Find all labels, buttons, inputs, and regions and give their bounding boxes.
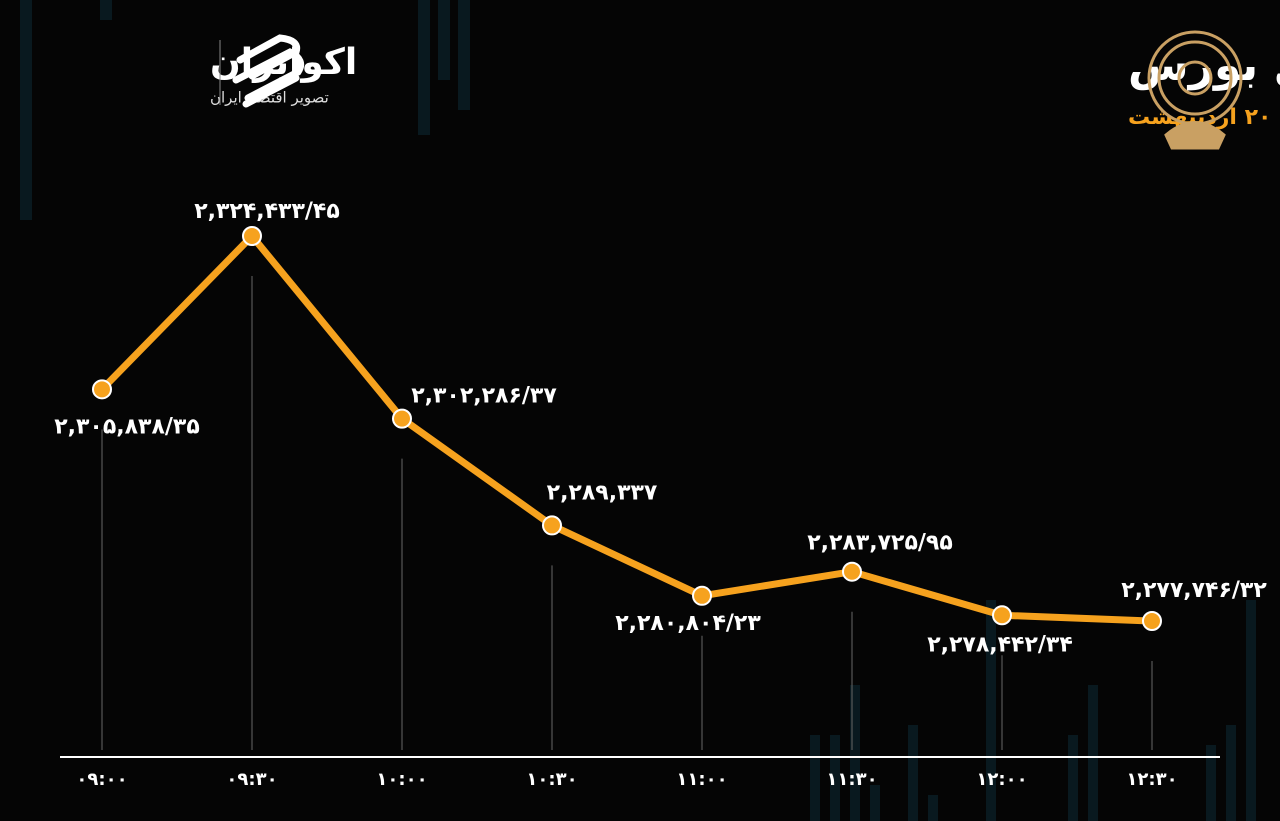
data-point: [842, 561, 862, 582]
data-label: ۲,۲۷۸,۴۴۲/۳۴: [927, 632, 1073, 657]
data-point: [692, 585, 712, 606]
data-label: ۲,۳۰۲,۲۸۶/۳۷: [411, 384, 557, 409]
data-point: [992, 605, 1012, 626]
background-decoration: [20, 0, 1256, 821]
data-label: ۲,۳۰۵,۸۳۸/۳۵: [54, 414, 200, 439]
data-point: [1142, 611, 1162, 631]
x-tick-label: ۰۹:۰۰: [76, 769, 127, 790]
data-point: [92, 379, 112, 400]
x-tick-label: ۱۰:۳۰: [526, 769, 577, 790]
data-point: [542, 515, 562, 536]
data-label: ۲,۲۸۰,۸۰۴/۲۳: [615, 611, 761, 636]
x-tick-label: ۱۰:۰۰: [376, 769, 427, 790]
index-line: [99, 232, 1153, 625]
data-point: [242, 226, 262, 246]
data-point: [392, 408, 412, 429]
brand-tagline: تصویر اقتصاد ایران: [210, 89, 329, 107]
data-label: ۲,۳۲۴,۴۳۳/۴۵: [194, 199, 340, 224]
brand-logo: اکوایران تصویر اقتصاد ایران: [210, 34, 357, 108]
exchange-emblem: [1147, 30, 1243, 150]
data-label: ۲,۲۸۹,۳۳۷: [547, 480, 658, 505]
x-tick-label: ۱۲:۳۰: [1126, 769, 1177, 790]
x-tick-label: ۰۹:۳۰: [226, 769, 277, 790]
x-tick-label: ۱۱:۰۰: [676, 769, 727, 790]
data-label: ۲,۲۷۷,۷۴۶/۳۲: [1121, 578, 1267, 603]
x-tick-label: ۱۱:۳۰: [826, 769, 877, 790]
data-label: ۲,۲۸۳,۷۲۵/۹۵: [807, 531, 953, 556]
x-tick-label: ۱۲:۰۰: [976, 769, 1027, 790]
